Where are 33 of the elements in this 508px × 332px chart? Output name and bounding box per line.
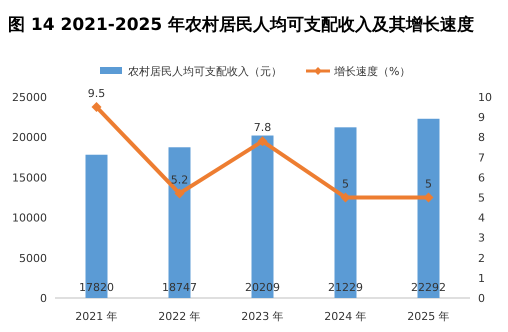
y2-tick-label: 7 (478, 151, 485, 164)
y2-tick-label: 8 (478, 131, 485, 144)
y2-tick-label: 5 (478, 192, 485, 204)
point (92, 102, 102, 112)
x-tick-label: 2021 年 (75, 310, 118, 323)
y2-tick-label: 3 (478, 232, 485, 245)
y2-tick-label: 4 (478, 212, 485, 225)
x-tick-label: 2023 年 (241, 310, 284, 323)
y2-tick-label: 2 (478, 252, 485, 265)
point (174, 188, 184, 198)
y2-tick-label: 1 (478, 272, 485, 285)
y2-tick-label: 9 (478, 111, 485, 124)
y-tick-label: 0 (40, 292, 47, 305)
legend-label: 农村居民人均可支配收入（元） (128, 65, 282, 78)
y-tick-label: 5000 (19, 252, 47, 265)
data-label: 5.2 (170, 173, 188, 186)
legend-label: 增长速度（%） (333, 65, 410, 78)
chart-title: 图 14 2021-2025 年农村居民人均可支配收入及其增长速度 (8, 15, 474, 35)
y2-tick-label: 10 (478, 91, 492, 104)
x-tick-label: 2022 年 (158, 310, 201, 323)
data-label: 5 (342, 178, 349, 190)
point (258, 136, 268, 146)
data-label: 5 (425, 178, 432, 190)
y2-tick-label: 6 (478, 171, 485, 184)
y-tick-label: 20000 (12, 131, 47, 144)
x-tick-label: 2025 年 (407, 310, 450, 323)
y-tick-label: 15000 (12, 171, 47, 184)
data-label: 7.8 (254, 121, 272, 134)
y-tick-label: 25000 (12, 91, 47, 104)
y-tick-label: 10000 (12, 212, 47, 225)
x-tick-label: 2024 年 (324, 310, 367, 323)
data-label: 9.5 (88, 87, 106, 100)
y2-tick-label: 0 (478, 292, 485, 305)
